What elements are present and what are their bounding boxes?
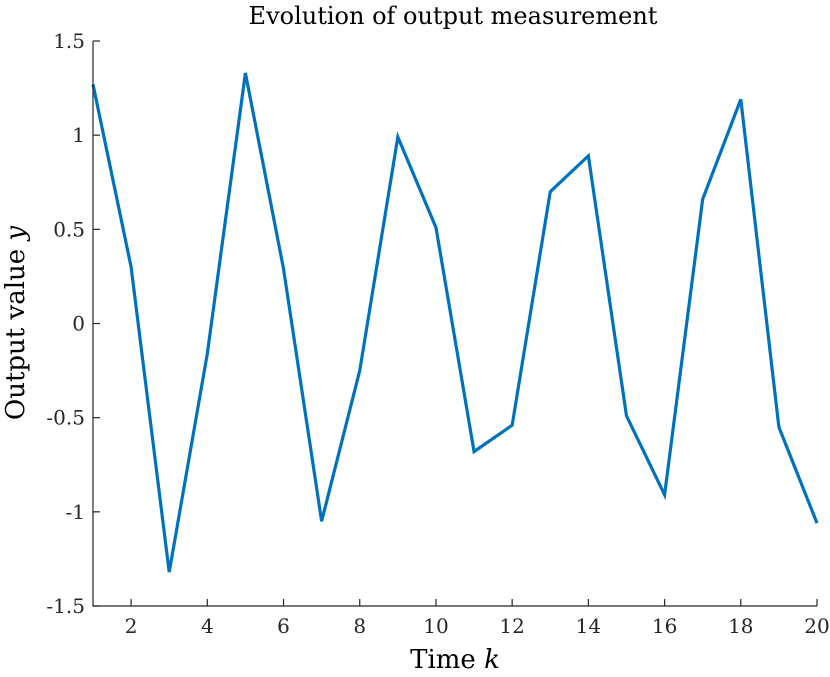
plot-area xyxy=(91,72,819,573)
x-tick-label: 2 xyxy=(125,614,138,638)
chart-title: Evolution of output measurement xyxy=(249,2,658,30)
y-tick-label: 1 xyxy=(72,123,85,147)
y-tick-label: -1 xyxy=(66,500,85,524)
x-tick-label: 20 xyxy=(804,614,829,638)
y-tick-label: 0.5 xyxy=(53,217,85,241)
x-tick-label: 6 xyxy=(277,614,290,638)
x-tick-label: 10 xyxy=(423,614,448,638)
y-tick-label: 0 xyxy=(72,312,85,336)
y-axis: -1.5 -1 -0.5 0 0.5 1 1.5 xyxy=(46,29,100,618)
series-line xyxy=(91,72,819,573)
axis-frame xyxy=(92,41,817,607)
x-axis-label: Time k xyxy=(410,645,500,675)
x-tick-label: 14 xyxy=(576,614,601,638)
x-tick-label: 8 xyxy=(353,614,366,638)
x-tick-label: 4 xyxy=(201,614,214,638)
y-tick-label: -0.5 xyxy=(46,406,85,430)
x-tick-label: 12 xyxy=(499,614,524,638)
y-tick-label: 1.5 xyxy=(53,29,85,53)
x-tick-label: 16 xyxy=(652,614,677,638)
y-axis-label: Output value y xyxy=(1,226,31,421)
x-tick-label: 18 xyxy=(728,614,753,638)
x-axis: 2 4 6 8 10 12 14 16 18 20 xyxy=(125,599,830,638)
y-tick-label: -1.5 xyxy=(46,594,85,618)
